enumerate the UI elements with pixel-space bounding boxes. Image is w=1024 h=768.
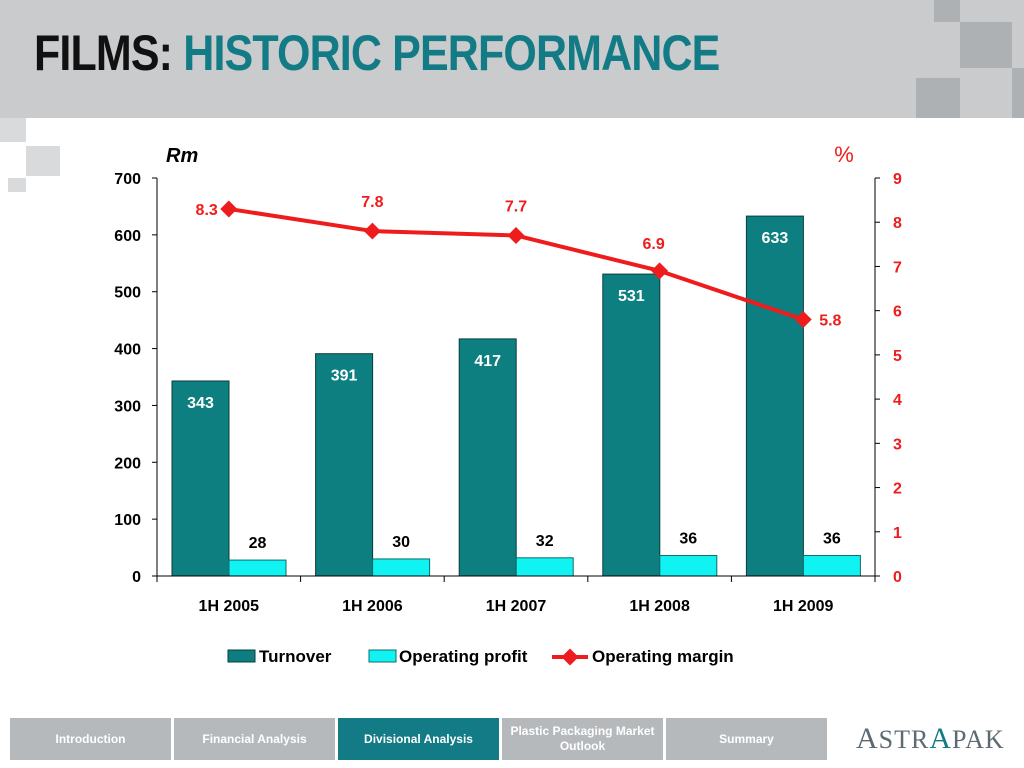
title-part-2: HISTORIC PERFORMANCE bbox=[183, 25, 720, 81]
left-tick-label: 100 bbox=[114, 512, 141, 529]
turnover-bar bbox=[171, 380, 230, 577]
left-tick-label: 300 bbox=[114, 398, 141, 415]
left-tick-label: 0 bbox=[132, 569, 141, 586]
operating-margin-data-label: 6.9 bbox=[642, 236, 664, 253]
decor-square bbox=[8, 178, 26, 192]
operating-margin-data-label: 7.8 bbox=[361, 194, 383, 211]
operating-margin-marker bbox=[794, 311, 812, 328]
right-axis-unit: % bbox=[834, 142, 854, 167]
turnover-data-label: 417 bbox=[474, 353, 501, 370]
decor-square bbox=[960, 22, 1012, 68]
nav-financial-analysis[interactable]: Financial Analysis bbox=[174, 718, 335, 760]
header-band: FILMS: HISTORIC PERFORMANCE bbox=[0, 0, 1024, 118]
operating-profit-bar bbox=[372, 558, 431, 577]
left-tick-label: 200 bbox=[114, 455, 141, 472]
turnover-data-label: 391 bbox=[331, 368, 358, 385]
decor-square bbox=[934, 0, 960, 22]
operating-profit-data-label: 28 bbox=[249, 535, 267, 552]
right-tick-label: 9 bbox=[893, 171, 902, 188]
right-tick-label: 0 bbox=[893, 569, 902, 586]
decor-square bbox=[1012, 68, 1024, 118]
turnover-data-label: 531 bbox=[618, 288, 645, 305]
left-tick-label: 500 bbox=[114, 285, 141, 302]
nav-plastic-packaging-market-outlook[interactable]: Plastic Packaging Market Outlook bbox=[502, 718, 663, 760]
turnover-data-label: 633 bbox=[762, 230, 789, 247]
operating-profit-data-label: 30 bbox=[392, 534, 410, 551]
turnover-bar bbox=[602, 273, 661, 577]
operating-profit-bar bbox=[802, 555, 861, 577]
title-part-1: FILMS: bbox=[34, 25, 173, 81]
right-tick-label: 2 bbox=[893, 481, 902, 498]
logo-letters: STR bbox=[878, 725, 930, 754]
nav-divisional-analysis[interactable]: Divisional Analysis bbox=[338, 718, 499, 760]
operating-profit-data-label: 36 bbox=[679, 531, 697, 548]
legend-swatch-operating-profit bbox=[368, 649, 397, 663]
company-logo: ASTRAPAK bbox=[856, 722, 1005, 756]
decor-square bbox=[916, 78, 960, 118]
legend-label-operating-margin: Operating margin bbox=[592, 647, 734, 666]
operating-margin-marker bbox=[363, 222, 381, 240]
operating-profit-bar bbox=[228, 559, 287, 577]
operating-margin-data-label: 7.7 bbox=[505, 198, 527, 215]
turnover-bar bbox=[315, 353, 374, 577]
left-axis-unit: Rm bbox=[166, 145, 198, 167]
page-title: FILMS: HISTORIC PERFORMANCE bbox=[34, 24, 720, 82]
operating-margin-data-label: 5.8 bbox=[819, 313, 841, 330]
operating-profit-bar bbox=[515, 557, 574, 577]
left-tick-label: 700 bbox=[114, 171, 141, 188]
right-tick-label: 3 bbox=[893, 436, 902, 453]
decor-square bbox=[0, 118, 26, 142]
operating-margin-marker bbox=[220, 200, 238, 218]
x-tick-label: 1H 2009 bbox=[773, 598, 834, 615]
x-tick-label: 1H 2008 bbox=[629, 598, 690, 615]
operating-margin-data-label: 8.3 bbox=[196, 202, 218, 219]
right-tick-label: 5 bbox=[893, 348, 902, 365]
legend-swatch-turnover bbox=[227, 649, 256, 663]
right-tick-label: 4 bbox=[893, 392, 902, 409]
legend-marker-operating-margin bbox=[561, 648, 579, 666]
right-tick-label: 6 bbox=[893, 304, 902, 321]
operating-profit-data-label: 32 bbox=[536, 533, 554, 550]
turnover-bar bbox=[745, 215, 804, 577]
decor-square bbox=[26, 146, 60, 176]
legend-label-turnover: Turnover bbox=[259, 647, 332, 666]
logo-letters: PAK bbox=[952, 725, 1005, 754]
right-tick-label: 7 bbox=[893, 259, 902, 276]
operating-margin-marker bbox=[507, 227, 525, 244]
x-tick-label: 1H 2006 bbox=[342, 598, 403, 615]
operating-margin-marker bbox=[651, 262, 669, 280]
logo-wordmark: ASTRAPAK bbox=[856, 722, 1005, 755]
operating-profit-data-label: 36 bbox=[823, 531, 841, 548]
combo-chart: Rm % 0 100 200 300 400 500 600 700 0 1 2 3 4 5 6 7 8 9 34… bbox=[114, 142, 902, 666]
nav-summary[interactable]: Summary bbox=[666, 718, 827, 760]
x-tick-label: 1H 2007 bbox=[486, 598, 547, 615]
legend-label-operating-profit: Operating profit bbox=[399, 647, 528, 666]
section-nav: Introduction Financial Analysis Division… bbox=[10, 718, 830, 760]
left-tick-label: 600 bbox=[114, 228, 141, 245]
logo-accent-letter: A bbox=[929, 722, 953, 755]
logo-letter: A bbox=[856, 722, 879, 755]
left-tick-label: 400 bbox=[114, 342, 141, 359]
turnover-bar bbox=[458, 338, 517, 577]
x-tick-label: 1H 2005 bbox=[199, 598, 260, 615]
nav-introduction[interactable]: Introduction bbox=[10, 718, 171, 760]
turnover-data-label: 343 bbox=[187, 395, 214, 412]
right-tick-label: 8 bbox=[893, 215, 902, 232]
operating-profit-bar bbox=[659, 555, 718, 577]
operating-margin-line bbox=[228, 206, 804, 322]
right-tick-label: 1 bbox=[893, 525, 902, 542]
